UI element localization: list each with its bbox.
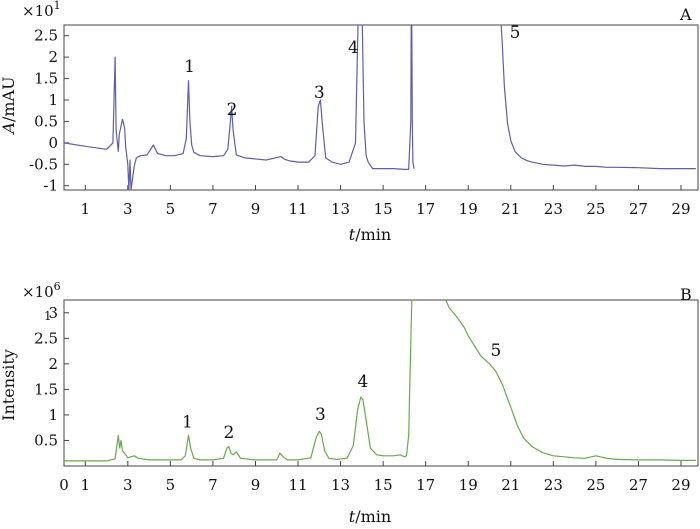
panel-a-x-axis-title-italic: t	[349, 225, 356, 244]
panel-b-y-tick-label: 0.5	[34, 431, 58, 449]
panel-a-x-tick-label: 7	[208, 200, 218, 218]
panel-a-x-tick-label: 29	[671, 200, 690, 218]
panel-a-y-tick-label: -0.5	[29, 155, 58, 173]
panel-a-y-tick-label: 0	[48, 134, 58, 152]
panel-b-peak-labels: 1 2 3 4 5	[182, 341, 501, 443]
panel-b-x-tick-label: 27	[629, 476, 648, 494]
panel-b-x-tick-label: 21	[501, 476, 520, 494]
panel-a-series-line	[63, 24, 415, 191]
panel-a-y-axis-title: A/mAU	[0, 76, 18, 135]
panel-a-trace	[63, 24, 696, 191]
panel-a-x-tick-label: 25	[586, 200, 605, 218]
panel-a-y-tick-label: 0.5	[34, 112, 58, 130]
panel-a-x-ticks: 1 3 5 7 9 11 13 15 17 19 21 23 25 27 29	[81, 185, 691, 218]
panel-b-peak-label: 3	[315, 405, 326, 425]
panel-b-peak-label: 4	[358, 372, 369, 392]
panel-a-peak-label: 1	[184, 57, 195, 77]
panel-b-series-line	[64, 299, 413, 462]
panel-a-y-ticks: 2.5 2 1.5 1 0.5 0 -0.5 -1	[29, 27, 69, 195]
panel-a-y-tick-label: 1	[48, 91, 58, 109]
panel-a-x-tick-label: 19	[459, 200, 478, 218]
panel-b-frame	[63, 299, 699, 467]
panel-b-scale-text: ×10	[22, 283, 54, 301]
panel-b-y-axis-title: Intensity	[0, 349, 18, 421]
panel-b-x-tick-label: 13	[331, 476, 350, 494]
panel-b-y-tick-label: 2.5	[34, 329, 58, 347]
panel-a-x-tick-label: 15	[374, 200, 393, 218]
panel-b-y-ticks: 3 2.5 2 1.5 1 0.5	[34, 304, 69, 449]
panel-a-x-tick-label: 17	[416, 200, 435, 218]
panel-a-x-tick-label: 13	[331, 200, 350, 218]
panel-b-scale-label: ×106	[22, 280, 61, 301]
panel-a-peak-label: 2	[227, 100, 238, 120]
panel-a-series-line	[500, 24, 696, 170]
panel-b-scale-exponent: 6	[54, 280, 61, 293]
panel-a-x-tick-label: 27	[629, 200, 648, 218]
panel-a-y-tick-label: -1	[43, 177, 58, 195]
panel-b-x-axis-title-italic: t	[349, 507, 356, 526]
panel-a-x-axis-title: t/min	[349, 225, 391, 244]
panel-b-x-axis-title: t/min	[349, 507, 391, 526]
panel-b-x-tick-label: 25	[586, 476, 605, 494]
panel-a-peak-label: 3	[314, 83, 325, 103]
panel-b-series-line	[445, 299, 696, 461]
panel-a-x-tick-label: 3	[123, 200, 133, 218]
panel-b-y-tick-label: 2	[48, 355, 58, 373]
panel-b-x-tick-label: 5	[166, 476, 176, 494]
panel-a-x-tick-label: 21	[501, 200, 520, 218]
panel-b-stray-label: 1	[44, 309, 52, 323]
panel-a-x-tick-label: 9	[251, 200, 261, 218]
panel-a-x-tick-label: 11	[288, 200, 307, 218]
panel-a-letter: A	[679, 5, 692, 24]
panel-a-scale-label: ×101	[22, 0, 61, 20]
panel-b-y-tick-label: 3	[48, 304, 58, 322]
panel-b-x-tick-label: 29	[671, 476, 690, 494]
panel-a-y-tick-label: 1.5	[34, 70, 58, 88]
panel-a-x-tick-label: 1	[81, 200, 91, 218]
panel-b-letter: B	[680, 285, 692, 304]
panel-a-peak-labels: 1 2 3 4 5	[184, 23, 520, 120]
panel-a-x-axis-title-unit: /min	[355, 225, 391, 244]
panel-a-frame	[63, 24, 699, 191]
panel-a-x-tick-label: 5	[166, 200, 176, 218]
panel-b-y-tick-label: 1.5	[34, 380, 58, 398]
panel-b-y-tick-label: 1	[48, 406, 58, 424]
panel-b-x-ticks: 0 1 3 5 7 9 11 13 15 17 19 21 23 25 27 29	[59, 461, 691, 494]
panel-b-x-tick-label: 11	[288, 476, 307, 494]
panel-a-peak-label: 4	[348, 38, 359, 58]
panel-a-scale-text: ×10	[22, 2, 54, 20]
panel-a-y-tick-label: 2	[48, 48, 58, 66]
panel-a-y-axis-title-italic: A	[0, 122, 18, 136]
panel-b-x-tick-label: 23	[544, 476, 563, 494]
panel-b-x-axis-title-unit: /min	[355, 507, 391, 526]
panel-a-scale-exponent: 1	[54, 0, 61, 12]
panel-a-peak-label: 5	[510, 23, 521, 43]
panel-b-x-tick-label: 17	[416, 476, 435, 494]
panel-b-x-tick-label: 19	[459, 476, 478, 494]
panel-b-trace	[64, 299, 696, 462]
panel-b-x-tick-label: 0	[59, 476, 69, 494]
panel-b-peak-label: 2	[223, 423, 234, 443]
panel-b-x-tick-label: 7	[208, 476, 218, 494]
panel-b-peak-label: 1	[182, 413, 193, 433]
panel-a-x-tick-label: 23	[544, 200, 563, 218]
panel-b-x-tick-label: 15	[374, 476, 393, 494]
panel-b-peak-label: 5	[490, 341, 501, 361]
panel-b-x-tick-label: 3	[123, 476, 133, 494]
panel-b-x-tick-label: 1	[81, 476, 91, 494]
panel-a-y-tick-label: 2.5	[34, 27, 58, 45]
panel-a-y-axis-title-unit: /mAU	[0, 76, 18, 122]
panel-b-x-tick-label: 9	[251, 476, 261, 494]
